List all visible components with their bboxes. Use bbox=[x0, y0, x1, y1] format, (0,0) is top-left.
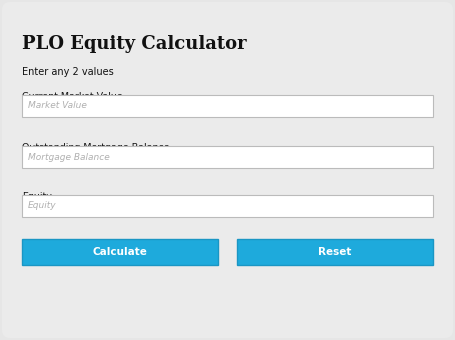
Text: Reset: Reset bbox=[318, 247, 352, 257]
Text: Enter any 2 values: Enter any 2 values bbox=[22, 67, 114, 77]
FancyBboxPatch shape bbox=[22, 195, 433, 217]
FancyBboxPatch shape bbox=[22, 95, 433, 117]
Text: PLO Equity Calculator: PLO Equity Calculator bbox=[22, 35, 247, 53]
Text: Equity: Equity bbox=[28, 202, 56, 210]
Text: Market Value: Market Value bbox=[28, 102, 87, 110]
FancyBboxPatch shape bbox=[22, 239, 218, 265]
FancyBboxPatch shape bbox=[237, 239, 433, 265]
Text: Current Market Value: Current Market Value bbox=[22, 92, 123, 101]
Text: Equity: Equity bbox=[22, 192, 52, 201]
FancyBboxPatch shape bbox=[2, 2, 453, 338]
Text: Outstanding Mortgage Balance: Outstanding Mortgage Balance bbox=[22, 143, 170, 152]
FancyBboxPatch shape bbox=[22, 146, 433, 168]
Text: Calculate: Calculate bbox=[92, 247, 147, 257]
Text: Mortgage Balance: Mortgage Balance bbox=[28, 153, 110, 162]
